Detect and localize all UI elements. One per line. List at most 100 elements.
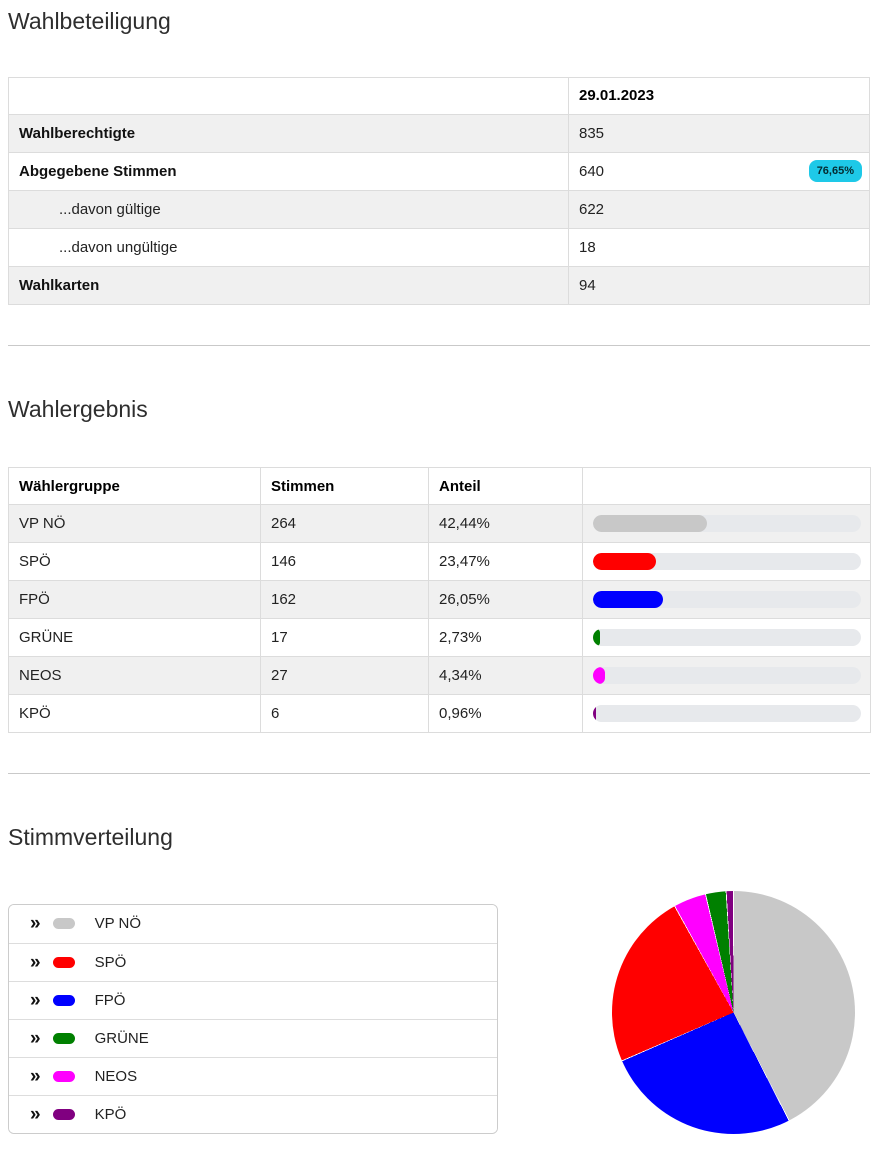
results-row: NEOS 27 4,34% — [8, 656, 871, 696]
legend-item[interactable]: » GRÜNE — [9, 1018, 497, 1057]
legend-color-swatch — [52, 1070, 75, 1082]
turnout-header-date: 29.01.2023 — [568, 76, 870, 115]
results-header-bar — [582, 467, 871, 506]
turnout-table: 29.01.2023 Wahlberechtigte 835 Abgegebene … — [8, 76, 870, 305]
election-report-page: Wahlbeteiligung 29.01.2023 Wahlberechtig… — [8, 8, 871, 1134]
turnout-section: Wahlbeteiligung 29.01.2023 Wahlberechtig… — [8, 8, 870, 305]
results-row-bar-cell — [582, 618, 871, 658]
pie-legend: » VP NÖ » SPÖ » FPÖ » GRÜNE » NEOS » KPÖ — [8, 903, 498, 1134]
legend-color-swatch — [52, 918, 75, 930]
share-bar-fill — [593, 629, 601, 647]
turnout-row: ...davon ungültige 18 — [8, 227, 870, 267]
results-row-share: 23,47% — [428, 542, 583, 582]
double-chevron-right-icon: » — [30, 1103, 41, 1125]
results-row-party: NEOS — [8, 656, 261, 696]
share-bar-fill — [593, 591, 663, 609]
share-bar-track — [593, 705, 861, 723]
legend-item[interactable]: » SPÖ — [9, 942, 497, 981]
turnout-row-value: 640 76,65% — [568, 151, 870, 191]
results-table: Wählergruppe Stimmen Anteil VP NÖ 264 42,4… — [8, 467, 871, 734]
turnout-row-label: Wahlberechtigte — [8, 113, 569, 153]
legend-color-swatch — [52, 994, 75, 1006]
turnout-row-label: ...davon gültige — [8, 189, 569, 229]
results-row-share: 42,44% — [428, 504, 583, 544]
results-row-party: SPÖ — [8, 542, 261, 582]
section-divider — [8, 773, 870, 775]
results-row-bar-cell — [582, 542, 871, 582]
turnout-row-value: 18 — [568, 227, 870, 267]
turnout-header-row: 29.01.2023 — [8, 76, 870, 115]
share-bar-fill — [593, 553, 656, 571]
results-header-party: Wählergruppe — [8, 467, 261, 506]
results-row-party: GRÜNE — [8, 618, 261, 658]
results-row-votes: 264 — [260, 504, 429, 544]
share-bar-track — [593, 591, 861, 609]
pie-chart-wrap — [612, 890, 855, 1134]
results-header-row: Wählergruppe Stimmen Anteil — [8, 467, 871, 506]
turnout-row: Wahlberechtigte 835 — [8, 113, 870, 153]
legend-color-swatch — [52, 1032, 75, 1044]
turnout-value-text: 835 — [579, 124, 605, 142]
legend-item-label: GRÜNE — [94, 1029, 149, 1047]
legend-item[interactable]: » FPÖ — [9, 980, 497, 1019]
results-row-bar-cell — [582, 580, 871, 620]
turnout-row-label: Abgegebene Stimmen — [8, 151, 569, 191]
legend-item-label: SPÖ — [94, 953, 127, 971]
turnout-value-text: 18 — [579, 238, 596, 256]
share-bar-fill — [593, 705, 596, 723]
legend-item[interactable]: » NEOS — [9, 1056, 497, 1095]
turnout-value-text: 94 — [579, 276, 596, 294]
turnout-row: ...davon gültige 622 — [8, 189, 870, 229]
legend-item-label: NEOS — [94, 1067, 138, 1085]
results-header-share: Anteil — [428, 467, 583, 506]
turnout-value-text: 640 — [579, 162, 605, 180]
double-chevron-right-icon: » — [30, 989, 41, 1011]
legend-item[interactable]: » VP NÖ — [9, 904, 497, 943]
results-row: FPÖ 162 26,05% — [8, 580, 871, 620]
results-row-votes: 6 — [260, 694, 429, 734]
turnout-section-title: Wahlbeteiligung — [8, 8, 171, 34]
results-row-bar-cell — [582, 656, 871, 696]
results-row-share: 4,34% — [428, 656, 583, 696]
pie-chart — [612, 890, 855, 1134]
turnout-value-text: 622 — [579, 200, 605, 218]
results-row: SPÖ 146 23,47% — [8, 542, 871, 582]
results-section-title: Wahlergebnis — [8, 395, 148, 422]
results-row-share: 26,05% — [428, 580, 583, 620]
distribution-section: Stimmverteilung » VP NÖ » SPÖ » FPÖ » GRÜNE » NEO… — [8, 824, 870, 1134]
turnout-header-empty — [8, 76, 569, 115]
legend-color-swatch — [52, 1108, 75, 1120]
turnout-row-value: 94 — [568, 265, 870, 305]
turnout-percentage-badge: 76,65% — [808, 160, 862, 183]
results-row-votes: 162 — [260, 580, 429, 620]
results-row: VP NÖ 264 42,44% — [8, 504, 871, 544]
legend-color-swatch — [52, 956, 75, 968]
double-chevron-right-icon: » — [30, 951, 41, 973]
distribution-section-title: Stimmverteilung — [8, 824, 173, 851]
share-bar-track — [593, 667, 861, 685]
turnout-row-label: Wahlkarten — [8, 265, 569, 305]
double-chevron-right-icon: » — [30, 913, 41, 935]
results-row-votes: 27 — [260, 656, 429, 696]
results-header-votes: Stimmen — [260, 467, 429, 506]
legend-item[interactable]: » KPÖ — [9, 1094, 497, 1133]
results-row: GRÜNE 17 2,73% — [8, 618, 871, 658]
double-chevron-right-icon: » — [30, 1027, 41, 1049]
results-row-votes: 17 — [260, 618, 429, 658]
section-divider — [8, 344, 870, 346]
turnout-row: Abgegebene Stimmen 640 76,65% — [8, 151, 870, 191]
results-row-party: KPÖ — [8, 694, 261, 734]
results-section: Wahlergebnis Wählergruppe Stimmen Anteil… — [8, 395, 871, 734]
share-bar-track — [593, 553, 861, 571]
share-bar-fill — [593, 515, 707, 533]
distribution-content: » VP NÖ » SPÖ » FPÖ » GRÜNE » NEOS » KPÖ — [8, 890, 870, 1134]
turnout-row-label: ...davon ungültige — [8, 227, 569, 267]
share-bar-fill — [593, 667, 605, 685]
results-row-bar-cell — [582, 504, 871, 544]
results-row-votes: 146 — [260, 542, 429, 582]
turnout-row-value: 835 — [568, 113, 870, 153]
share-bar-track — [593, 515, 861, 533]
results-row: KPÖ 6 0,96% — [8, 694, 871, 734]
results-row-party: FPÖ — [8, 580, 261, 620]
double-chevron-right-icon: » — [30, 1065, 41, 1087]
